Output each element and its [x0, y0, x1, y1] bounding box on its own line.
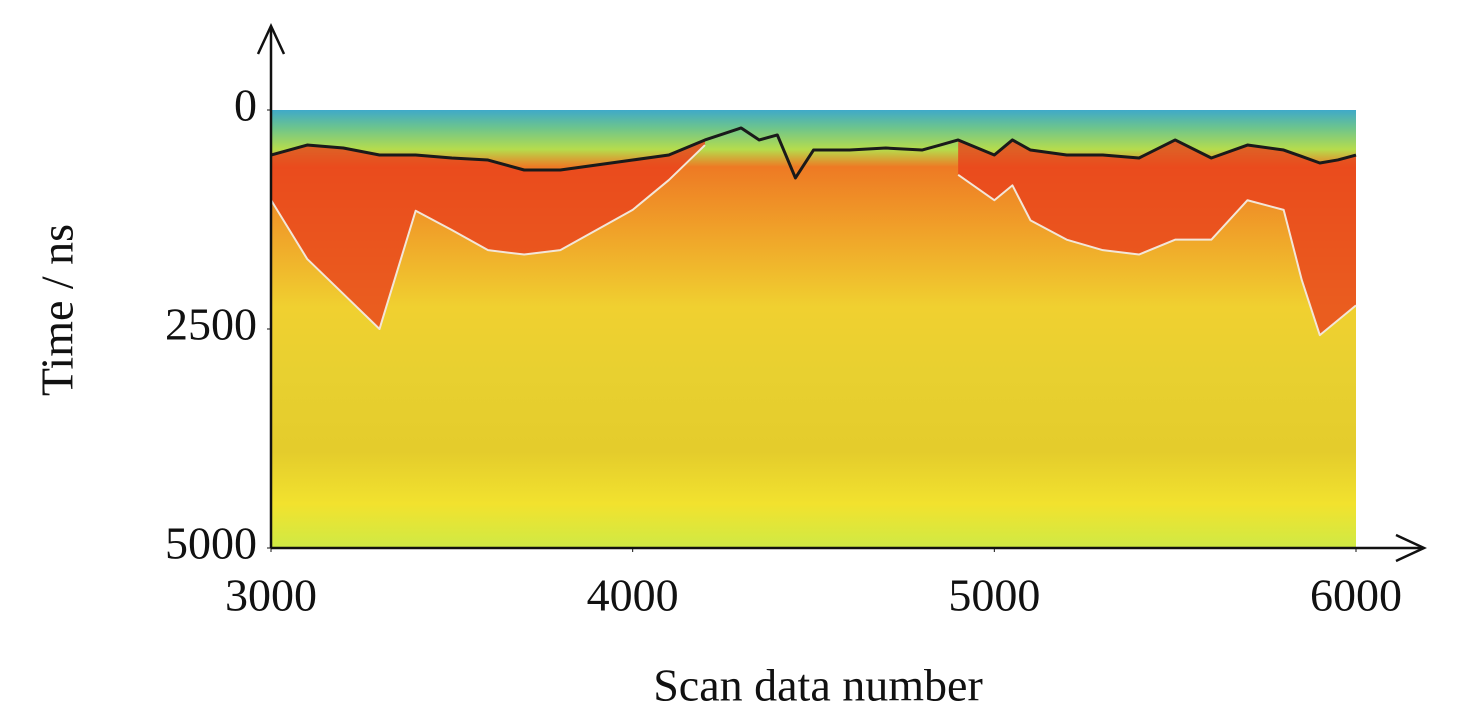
x-tick-label: 6000 [1310, 570, 1402, 621]
y-axis-label: Time / ns [32, 224, 83, 396]
y-tick-label: 5000 [165, 518, 257, 569]
y-tick-label: 2500 [165, 299, 257, 350]
reflection-band [958, 139, 1356, 336]
x-tick-label: 5000 [948, 570, 1040, 621]
interface-line [270, 126, 1357, 180]
reflection-band [271, 139, 705, 329]
y-tick-label: 0 [234, 80, 257, 131]
x-tick-label: 4000 [587, 570, 679, 621]
x-tick-label: 3000 [225, 570, 317, 621]
x-axis-label: Scan data number [653, 660, 983, 711]
bands [271, 139, 1356, 336]
interface-line [270, 144, 1357, 337]
lines [270, 126, 1357, 337]
